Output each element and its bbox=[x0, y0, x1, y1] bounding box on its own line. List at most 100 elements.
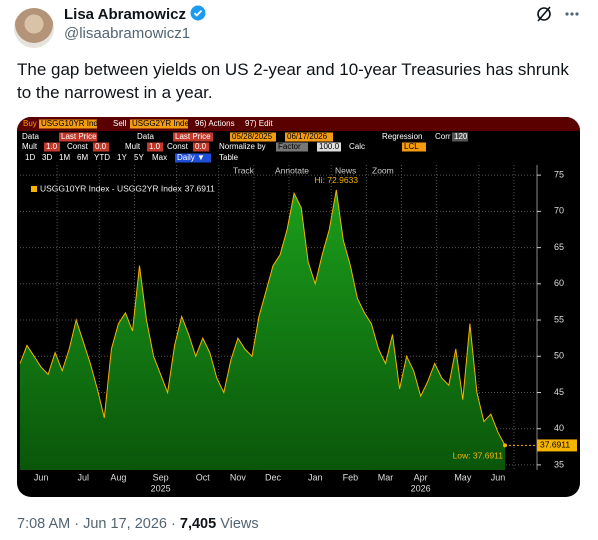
toolbar-text: 1.0 bbox=[149, 142, 161, 151]
toolbar-text: Corr bbox=[435, 132, 451, 141]
toolbar-text: Table bbox=[219, 153, 239, 162]
toolbar-text: 06/17/2026 bbox=[287, 132, 328, 141]
y-tick-label: 55 bbox=[554, 314, 564, 324]
toolbar-text: Last Price bbox=[175, 132, 211, 141]
toolbar-text: Factor bbox=[278, 142, 301, 151]
price-tag-label: 37.6911 bbox=[540, 440, 570, 450]
y-tick-label: 35 bbox=[554, 459, 564, 469]
toolbar-box bbox=[173, 132, 213, 142]
x-tick-label: Oct bbox=[196, 472, 211, 482]
toolbar-text: Last Price bbox=[61, 132, 97, 141]
toolbar-text: 1.0 bbox=[46, 142, 58, 151]
toolbar-text: Calc bbox=[349, 142, 365, 151]
separator: · bbox=[74, 516, 80, 532]
author-name-text[interactable]: Lisa Abramowicz bbox=[64, 6, 186, 23]
y-tick-label: 45 bbox=[554, 387, 564, 397]
toolbar-box bbox=[130, 119, 188, 129]
toolbar-text: Daily ▼ bbox=[177, 153, 205, 162]
toolbar-text: YTD bbox=[94, 153, 110, 162]
author-handle[interactable]: @lisaabramowicz1 bbox=[64, 25, 191, 42]
toolbar-box bbox=[402, 142, 426, 152]
toolbar-text: 1M bbox=[59, 153, 70, 162]
toolbar-text: 96) Actions bbox=[195, 119, 235, 128]
x-year-label: 2025 bbox=[151, 483, 171, 493]
x-year-label: 2026 bbox=[411, 483, 431, 493]
x-tick-label: Jun bbox=[34, 472, 49, 482]
toolbar-box bbox=[39, 119, 97, 129]
toolbar-text: 5Y bbox=[134, 153, 144, 162]
y-tick-label: 40 bbox=[554, 423, 564, 433]
y-tick-label: 75 bbox=[554, 170, 564, 180]
x-tick-label: Jun bbox=[491, 472, 506, 482]
toolbar-box bbox=[147, 142, 163, 152]
toolbar-box bbox=[317, 142, 341, 152]
toolbar-text: Mult bbox=[125, 142, 141, 151]
hi-annotation: Hi: 72.9633 bbox=[315, 175, 359, 185]
toolbar-text: 3D bbox=[42, 153, 52, 162]
date[interactable]: Jun 17, 2026 bbox=[83, 516, 167, 532]
toolbar-text: 0.0 bbox=[95, 142, 107, 151]
chart: Buy USGG10YR Ind Sell USGG2YR Inde 96) Actio… bbox=[17, 117, 580, 493]
chart-tool: News bbox=[335, 165, 356, 175]
x-tick-label: Jan bbox=[308, 472, 323, 482]
toolbar-band bbox=[17, 117, 580, 131]
toolbar-text: Buy bbox=[23, 119, 37, 128]
toolbar-text: Normalize by bbox=[219, 142, 266, 151]
toolbar-text: 120 bbox=[454, 132, 468, 141]
chart-image[interactable]: Buy USGG10YR Ind Sell USGG2YR Inde 96) Actio… bbox=[17, 117, 580, 497]
toolbar-box bbox=[285, 132, 333, 142]
time[interactable]: 7:08 AM bbox=[17, 516, 71, 532]
toolbar-box bbox=[452, 132, 468, 142]
separator: · bbox=[171, 516, 176, 532]
x-tick-label: Mar bbox=[378, 472, 394, 482]
x-tick-label: May bbox=[454, 472, 472, 482]
chart-tool: Track bbox=[233, 165, 255, 175]
toolbar-text: 1Y bbox=[117, 153, 127, 162]
top-icons[interactable] bbox=[534, 4, 590, 24]
x-tick-label: Nov bbox=[230, 472, 247, 482]
toolbar-text: USGG10YR Ind bbox=[41, 119, 98, 128]
toolbar-text: 1D bbox=[25, 153, 35, 162]
low-annotation: Low: 37.6911 bbox=[453, 451, 504, 461]
toolbar-text: Const bbox=[67, 142, 89, 151]
toolbar-box bbox=[193, 142, 209, 152]
last-point bbox=[503, 443, 507, 448]
toolbar-box bbox=[44, 142, 60, 152]
toolbar-box bbox=[59, 132, 97, 142]
toolbar-box bbox=[230, 132, 276, 142]
legend-label: USGG10YR Index - USGG2YR Index bbox=[40, 183, 182, 193]
avatar[interactable] bbox=[14, 8, 54, 48]
views-label: Views bbox=[220, 516, 259, 532]
y-tick-label: 65 bbox=[554, 242, 564, 252]
price-tag bbox=[537, 439, 577, 452]
legend-swatch bbox=[31, 186, 37, 192]
toolbar-text: Data bbox=[137, 132, 154, 141]
views-count: 7,405 bbox=[179, 516, 217, 532]
y-tick-label: 70 bbox=[554, 206, 564, 216]
tweet-text: The gap between yields on US 2-year and … bbox=[17, 60, 569, 102]
toolbar-text: 0.0 bbox=[195, 142, 207, 151]
x-tick-label: Aug bbox=[110, 472, 126, 482]
toolbar-text: Sell bbox=[113, 119, 127, 128]
series-line bbox=[19, 189, 506, 446]
x-tick-label: Dec bbox=[265, 472, 282, 482]
x-tick-label: Apr bbox=[414, 472, 428, 482]
y-tick-label: 60 bbox=[554, 278, 564, 288]
toolbar-text: Max bbox=[152, 153, 167, 162]
toolbar-box bbox=[93, 142, 109, 152]
toolbar-text: 97) Edit bbox=[245, 119, 273, 128]
toolbar-text: Regression bbox=[382, 132, 422, 141]
toolbar-box bbox=[276, 142, 308, 152]
toolbar-text: Mult bbox=[22, 142, 38, 151]
area-fill bbox=[20, 189, 505, 470]
toolbar-box bbox=[175, 153, 211, 163]
footer: 7:08 AM · Jun 17, 2026 · 7,405 Views bbox=[17, 516, 259, 532]
toolbar-text: Const bbox=[167, 142, 189, 151]
toolbar-text: 6M bbox=[77, 153, 88, 162]
toolbar-text: 100.0 bbox=[319, 142, 340, 151]
author-name[interactable]: Lisa Abramowicz bbox=[64, 5, 206, 23]
verified-badge bbox=[190, 5, 206, 21]
chart-tool: Zoom bbox=[372, 165, 394, 175]
y-tick-label: 50 bbox=[554, 351, 564, 361]
x-tick-label: Sep bbox=[153, 472, 169, 482]
